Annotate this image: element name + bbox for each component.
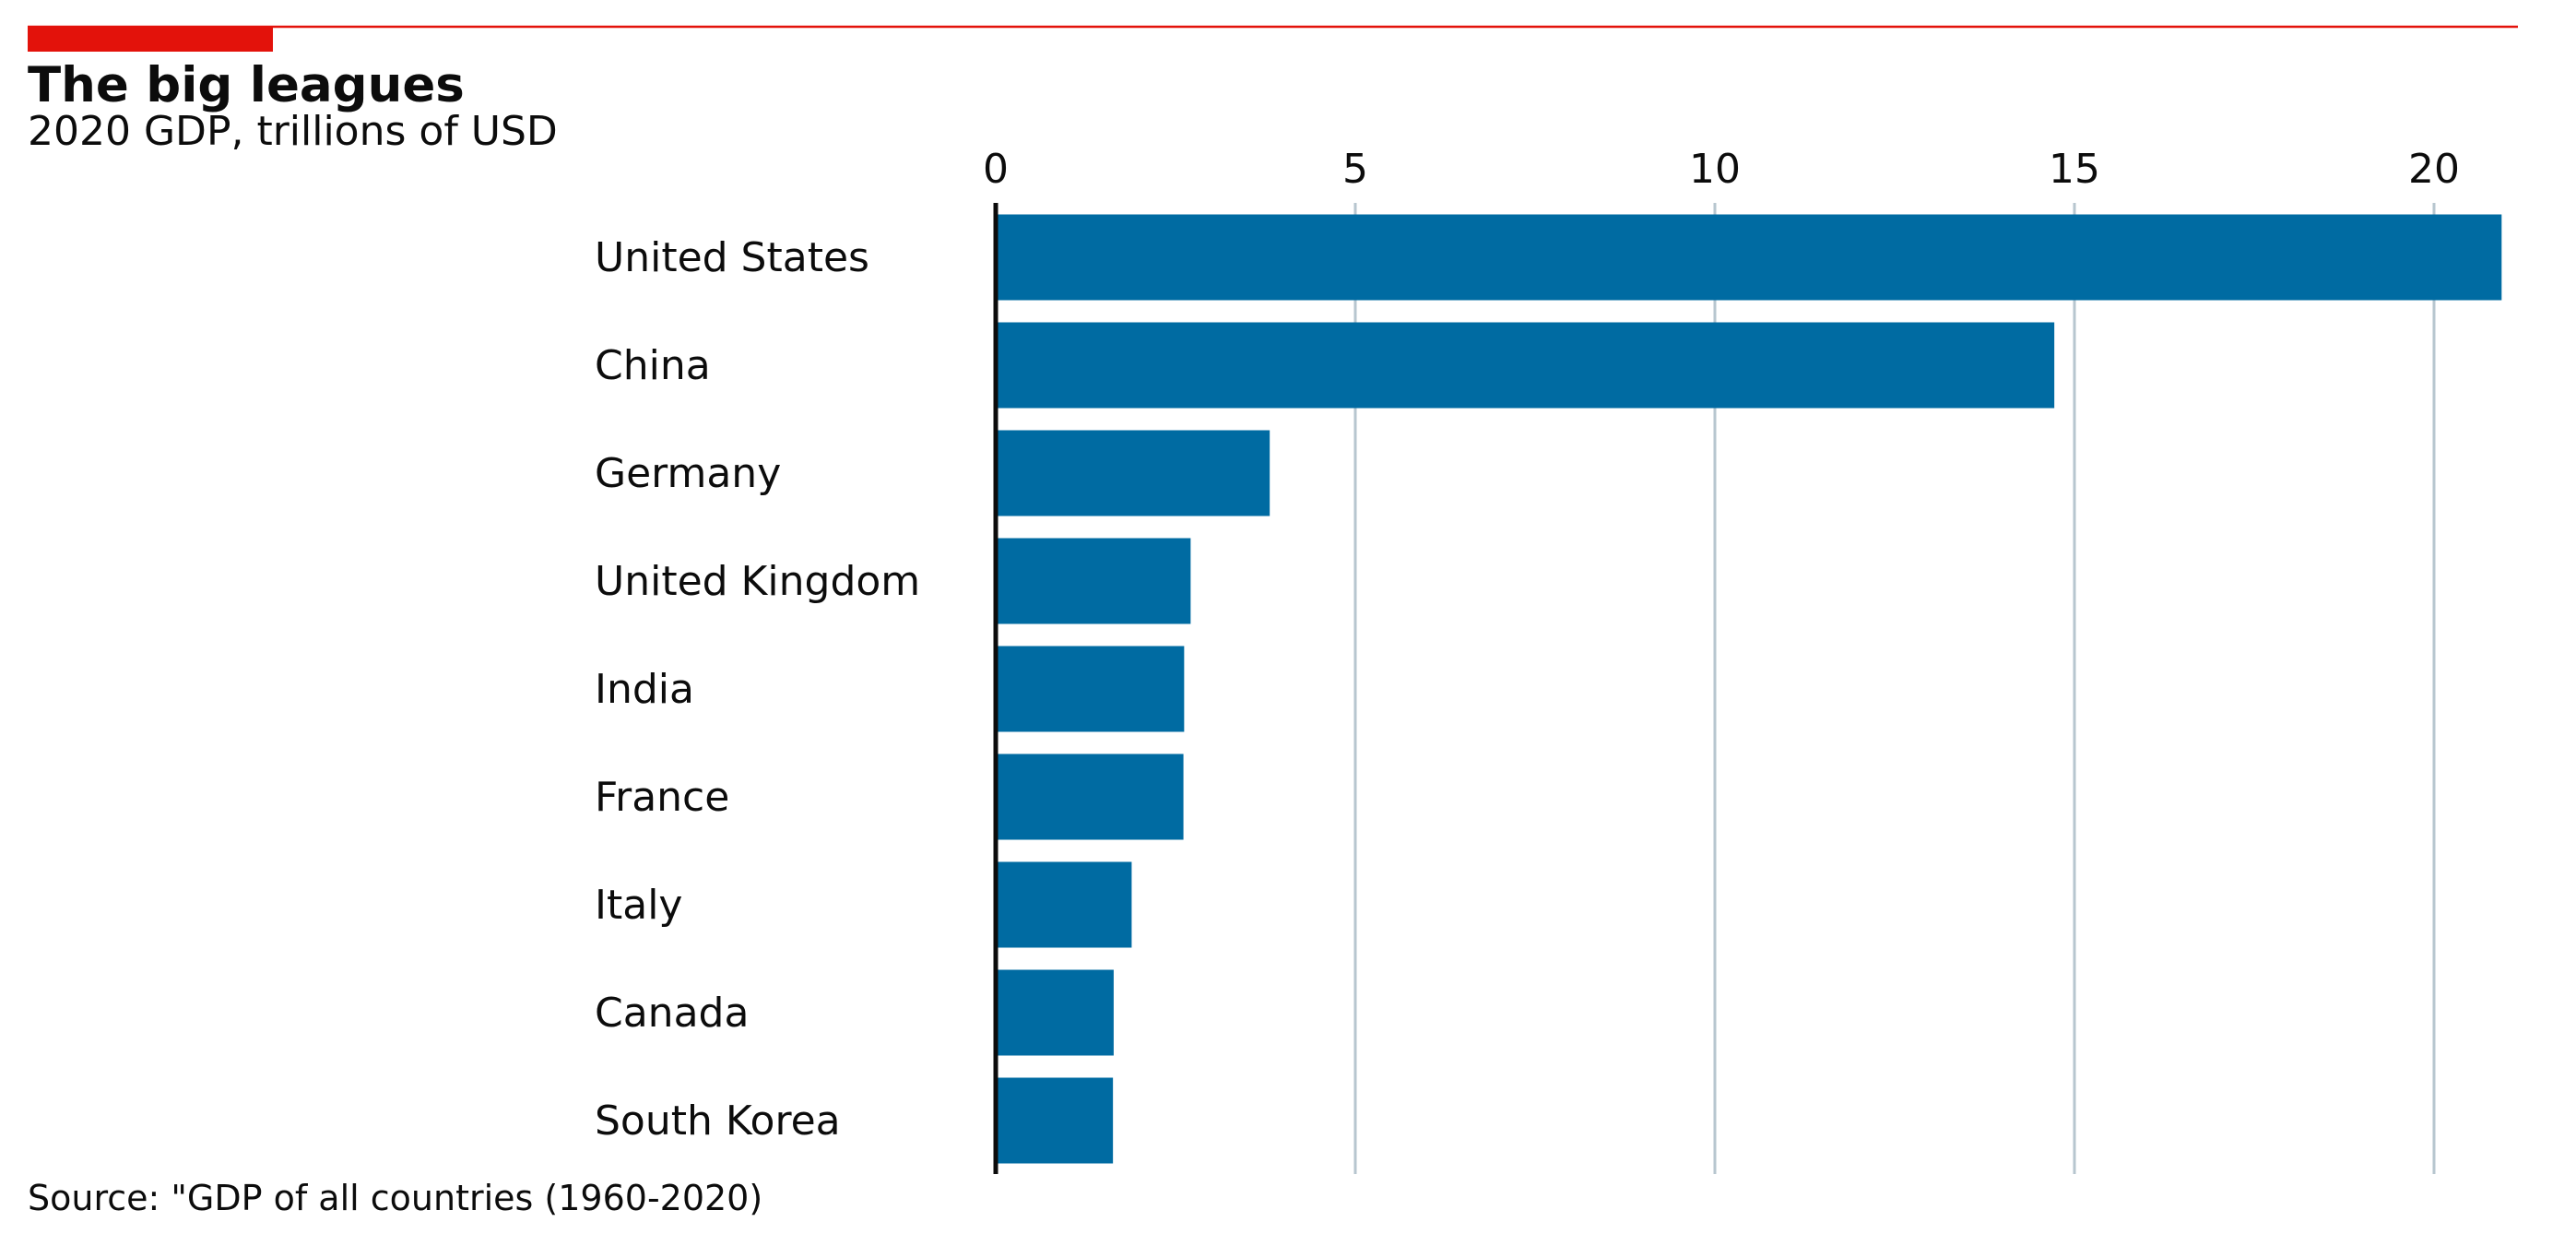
- category-label: India: [595, 666, 694, 713]
- bar: [996, 214, 2502, 301]
- bar: [996, 1077, 1114, 1164]
- category-label: France: [595, 774, 729, 821]
- accent-tag: [28, 27, 273, 52]
- category-label: United Kingdom: [595, 558, 920, 605]
- category-label: South Korea: [595, 1098, 841, 1145]
- bar: [996, 646, 1185, 732]
- bar: [996, 861, 1132, 948]
- bar: [996, 430, 1270, 516]
- category-label: Italy: [595, 882, 682, 929]
- source-note: Source: "GDP of all countries (1960-2020…: [28, 1178, 762, 1218]
- bar: [996, 322, 2055, 409]
- category-label: Canada: [595, 990, 749, 1037]
- category-label: Germany: [595, 450, 781, 497]
- x-tick-label: 5: [1342, 146, 1368, 193]
- chart-subtitle: 2020 GDP, trillions of USD: [28, 108, 558, 155]
- chart-title: The big leagues: [28, 57, 465, 113]
- x-tick-label: 20: [2408, 146, 2460, 193]
- category-label: United States: [595, 234, 869, 281]
- x-tick-labels: 0 5 10 15 20: [983, 146, 2460, 193]
- bars: [996, 214, 2502, 1164]
- category-labels: United States China Germany United Kingdom I…: [595, 234, 920, 1145]
- bar: [996, 753, 1184, 840]
- category-label: China: [595, 342, 711, 389]
- x-tick-label: 0: [983, 146, 1009, 193]
- x-tick-label: 15: [2049, 146, 2100, 193]
- x-tick-label: 10: [1689, 146, 1741, 193]
- bar: [996, 969, 1114, 1056]
- bar: [996, 538, 1191, 624]
